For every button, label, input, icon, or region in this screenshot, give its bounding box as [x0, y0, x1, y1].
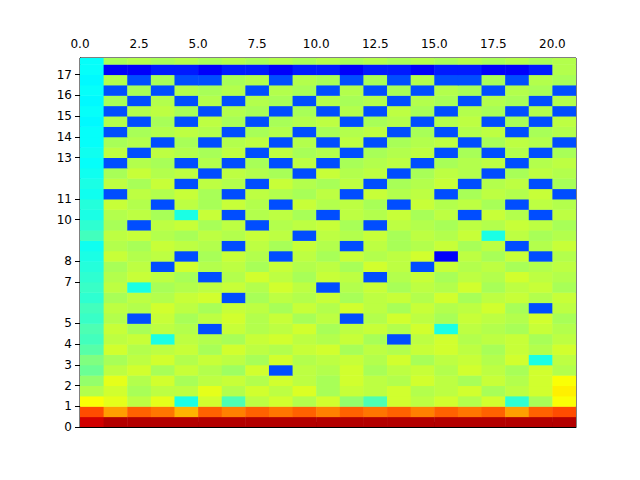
svg-text:16: 16 [57, 88, 72, 102]
svg-text:15: 15 [57, 109, 72, 123]
svg-text:0: 0 [64, 420, 72, 434]
svg-text:1: 1 [64, 399, 72, 413]
svg-text:17.5: 17.5 [480, 37, 507, 51]
svg-text:0.0: 0.0 [70, 37, 89, 51]
svg-text:5.0: 5.0 [189, 37, 208, 51]
svg-text:8: 8 [64, 254, 72, 268]
svg-text:14: 14 [57, 130, 72, 144]
svg-text:12.5: 12.5 [362, 37, 389, 51]
svg-text:2: 2 [64, 379, 72, 393]
svg-text:17: 17 [57, 68, 72, 82]
svg-text:5: 5 [64, 316, 72, 330]
svg-text:11: 11 [57, 192, 72, 206]
svg-text:10.0: 10.0 [303, 37, 330, 51]
svg-text:3: 3 [64, 358, 72, 372]
svg-text:15.0: 15.0 [421, 37, 448, 51]
svg-text:4: 4 [64, 337, 72, 351]
svg-text:10: 10 [57, 213, 72, 227]
svg-text:20.0: 20.0 [539, 37, 566, 51]
svg-text:13: 13 [57, 151, 72, 165]
svg-text:7: 7 [64, 275, 72, 289]
svg-text:2.5: 2.5 [130, 37, 149, 51]
svg-text:7.5: 7.5 [248, 37, 267, 51]
